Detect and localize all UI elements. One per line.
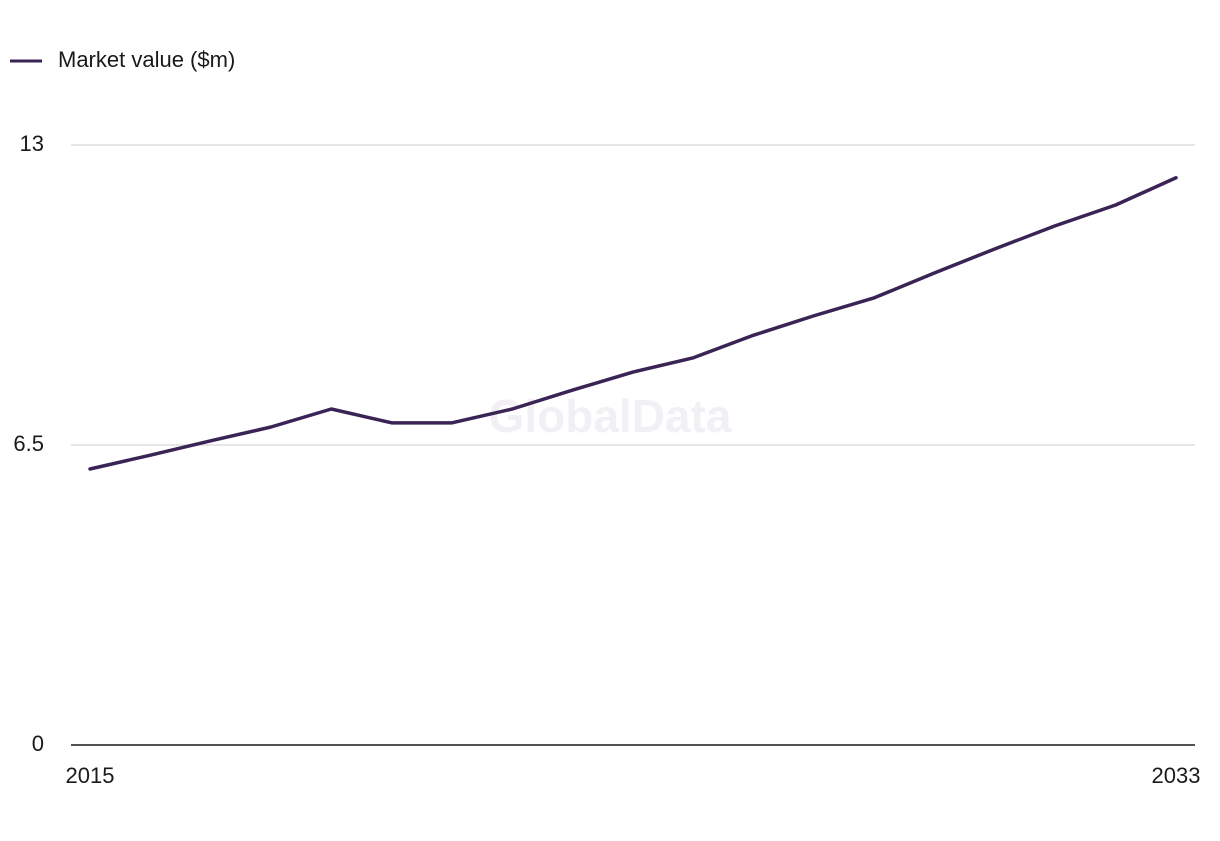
x-tick-label: 2015	[66, 763, 115, 788]
legend-label: Market value ($m)	[58, 47, 235, 72]
x-tick-label: 2033	[1152, 763, 1201, 788]
y-tick-label: 13	[20, 131, 44, 156]
data-line	[88, 176, 1178, 471]
y-tick-label: 6.5	[13, 431, 44, 456]
watermark: GlobalData	[489, 390, 732, 442]
y-tick-label: 0	[32, 731, 44, 756]
